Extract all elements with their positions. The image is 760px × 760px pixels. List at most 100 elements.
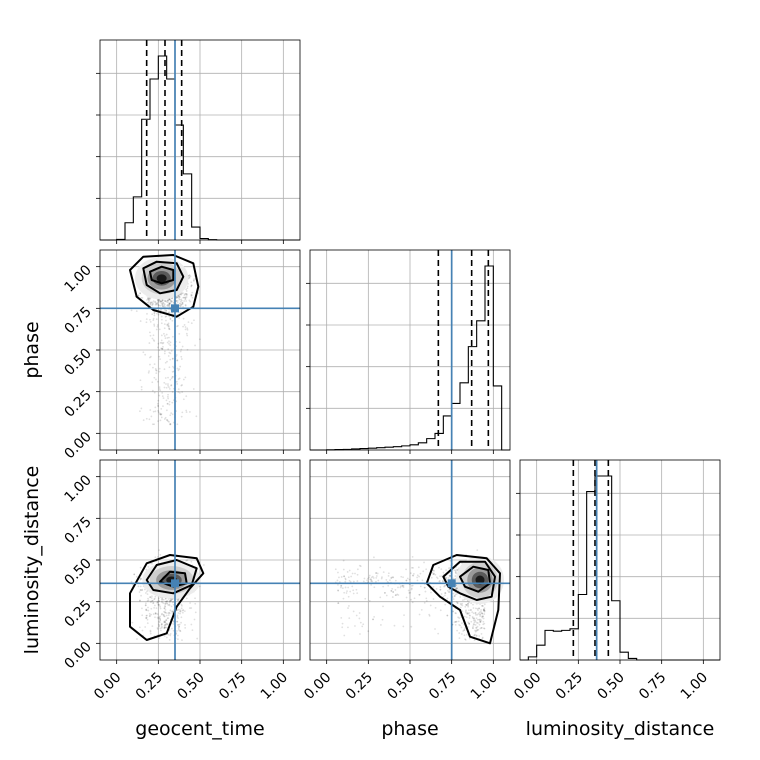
sample-point [430, 576, 433, 579]
sample-point [171, 401, 174, 404]
sample-point [410, 588, 413, 591]
sample-point [181, 292, 184, 295]
sample-point [158, 624, 161, 627]
sample-point [178, 317, 180, 319]
sample-point [180, 355, 183, 358]
sample-point [479, 614, 481, 616]
sample-point [168, 336, 170, 339]
sample-point [168, 302, 171, 305]
sample-point [186, 559, 189, 562]
sample-point [416, 574, 419, 577]
sample-point [145, 602, 147, 605]
sample-point [482, 617, 485, 620]
sample-point [394, 594, 397, 597]
sample-point [187, 321, 190, 324]
sample-point [163, 327, 166, 330]
sample-point [399, 586, 402, 589]
x-tick-label: 0.25 [343, 670, 376, 703]
sample-point [166, 301, 169, 304]
sample-point [343, 591, 346, 594]
sample-point [344, 586, 347, 589]
sample-point [175, 300, 178, 302]
sample-point [154, 301, 157, 304]
sample-point [176, 620, 179, 623]
sample-point [474, 611, 477, 614]
sample-point [346, 590, 348, 592]
sample-point [165, 315, 168, 318]
sample-point [154, 556, 157, 559]
sample-point [347, 576, 350, 579]
sample-point [179, 612, 181, 615]
sample-point [438, 566, 440, 569]
sample-point [178, 623, 181, 626]
sample-point [146, 297, 149, 299]
sample-point [147, 298, 150, 301]
sample-point [159, 413, 162, 416]
sample-point [474, 629, 476, 632]
sample-point [148, 356, 151, 359]
sample-point [483, 607, 486, 610]
sample-point [188, 274, 191, 277]
sample-point [446, 589, 449, 592]
sample-point [139, 320, 142, 322]
sample-point [341, 587, 344, 590]
sample-point [151, 381, 154, 384]
sample-point [180, 299, 183, 302]
sample-point [477, 629, 480, 631]
panel-frame [99, 249, 301, 451]
sample-point [191, 291, 194, 294]
sample-point [167, 393, 169, 396]
sample-point [170, 301, 173, 303]
sample-point [149, 301, 152, 304]
sample-point [183, 300, 186, 302]
sample-point [172, 629, 175, 632]
sample-point [164, 623, 167, 626]
sample-point [411, 566, 413, 569]
sample-point [161, 304, 164, 307]
sample-point [166, 600, 169, 603]
sample-point [458, 623, 461, 626]
sample-point [149, 629, 152, 632]
sample-point [165, 619, 168, 622]
sample-point [178, 296, 181, 299]
contour-line [129, 554, 205, 641]
sample-point [189, 602, 191, 604]
sample-point [192, 279, 195, 282]
sample-point [336, 579, 339, 582]
sample-point [157, 299, 159, 302]
sample-point [432, 573, 435, 576]
sample-point [178, 296, 181, 298]
sample-point [159, 419, 162, 422]
sample-point [183, 610, 186, 613]
sample-point [478, 611, 481, 614]
sample-point [479, 620, 482, 623]
sample-point [157, 409, 160, 412]
sample-point [481, 637, 484, 640]
sample-point [476, 625, 479, 628]
sample-point [167, 325, 170, 327]
x-tick-label: 0.00 [301, 670, 334, 703]
sample-point [158, 394, 161, 397]
sample-point [372, 618, 374, 621]
sample-point [190, 285, 193, 288]
sample-point [480, 626, 483, 629]
sample-point [460, 633, 463, 635]
sample-point [185, 409, 188, 412]
sample-point [157, 304, 160, 307]
sample-point [166, 600, 168, 603]
sample-point [144, 588, 146, 591]
sample-point [474, 624, 477, 626]
sample-point [181, 411, 184, 414]
hist-panel-geocent_time [96, 39, 301, 244]
sample-point [159, 553, 162, 556]
sample-point [155, 318, 158, 321]
sample-point [185, 294, 188, 297]
sample-point [460, 603, 463, 606]
sample-point [471, 615, 474, 618]
sample-point [445, 569, 448, 571]
sample-point [158, 386, 161, 389]
sample-point [164, 605, 166, 607]
sample-point [376, 572, 379, 575]
sample-point [166, 403, 169, 405]
sample-point [164, 620, 167, 623]
